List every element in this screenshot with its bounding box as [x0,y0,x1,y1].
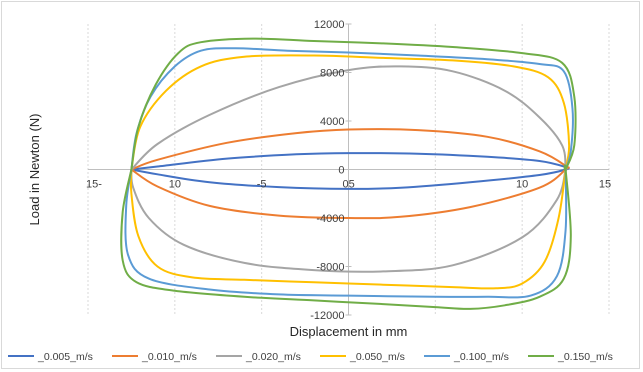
legend-item: _0.050_m/s [320,351,405,363]
x-tick-label: -5 [257,179,267,191]
x-tick-label: 15- [86,179,102,191]
y-axis-title: Load in Newton (N) [27,114,42,226]
y-tick-label: 4000 [320,116,344,128]
x-axis-title: Displacement in mm [290,324,408,339]
y-tick-label: 0 [338,165,344,177]
legend-label: _0.005_m/s [37,351,93,363]
y-tick-label: -12000 [310,310,344,322]
series-line-0-100-m-s [124,47,574,299]
x-tick-label: 15 [599,179,611,191]
legend-label: _0.020_m/s [245,351,301,363]
x-tick-label: 05 [343,179,355,191]
series-layer [120,37,577,310]
legend-item: _0.010_m/s [112,351,197,363]
x-tick-label: 10 [169,179,181,191]
legend-item: _0.020_m/s [216,351,301,363]
legend: _0.005_m/s _0.010_m/s _0.020_m/s _0.050_m/s… [8,351,613,363]
legend-item: _0.005_m/s [8,351,93,363]
legend-label: _0.050_m/s [349,351,405,363]
y-tick-label: -4000 [316,213,344,225]
y-tick-label: 12000 [314,19,345,31]
axis-layer [88,23,609,316]
legend-label: _0.010_m/s [141,351,197,363]
series-line-0-010-m-s [130,128,570,220]
legend-item: _0.100_m/s [424,351,509,363]
x-tick-label: 10 [516,179,528,191]
series-line-0-150-m-s [120,37,577,310]
legend-item: _0.150_m/s [528,351,613,363]
y-tick-label: 8000 [320,68,344,80]
label-layer: 12000 8000 4000 0 -4000 -8000 -12000 15- 10 -5 05 1… [86,19,611,322]
legend-label: _0.100_m/s [453,351,509,363]
legend-label: _0.150_m/s [557,351,613,363]
y-tick-label: -8000 [316,262,344,274]
